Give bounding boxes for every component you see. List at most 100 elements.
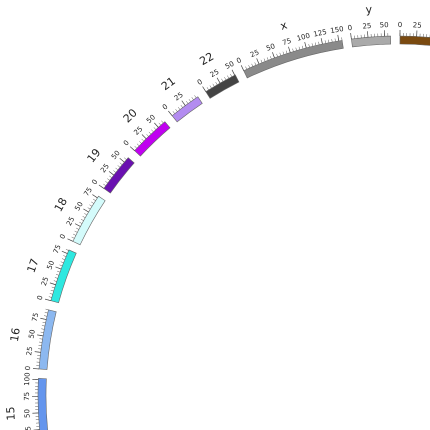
minor-tick [124, 157, 127, 160]
minor-tick [172, 111, 175, 114]
minor-tick [227, 75, 230, 79]
tick [40, 317, 47, 320]
chromosome-band [37, 378, 48, 430]
tick [61, 250, 68, 254]
tick-label: 25 [249, 48, 260, 59]
tick-label: 50 [73, 200, 84, 212]
minor-tick [215, 81, 218, 85]
minor-tick [109, 175, 112, 178]
tick [337, 34, 340, 41]
minor-tick [186, 101, 189, 104]
tick-label: 25 [40, 276, 50, 287]
minor-tick [91, 201, 94, 204]
minor-tick [119, 162, 123, 165]
chromosome-label: 18 [52, 195, 70, 214]
tick-label: 25 [24, 426, 33, 430]
tick-label: 0 [90, 178, 99, 186]
minor-tick [177, 106, 181, 110]
minor-tick [57, 270, 61, 273]
chromosome-label: 20 [121, 106, 140, 125]
tick-label: 25 [132, 125, 144, 137]
minor-tick [74, 230, 78, 233]
tick [154, 122, 159, 128]
chromosome-label: 21 [159, 74, 178, 93]
minor-tick [87, 207, 91, 210]
chromosome-band [38, 309, 57, 370]
minor-tick [63, 255, 67, 257]
minor-tick [89, 204, 93, 207]
minor-tick [53, 280, 57, 282]
minor-tick [65, 249, 69, 251]
minor-tick [43, 315, 47, 317]
minor-tick [324, 40, 326, 44]
chromosome-band [351, 35, 392, 48]
chromosome-label: 15 [4, 406, 18, 421]
minor-tick [153, 127, 157, 130]
chromosome-band [399, 35, 430, 46]
tick [168, 110, 173, 116]
minor-tick [292, 48, 294, 52]
minor-tick [180, 104, 183, 108]
tick [367, 31, 369, 38]
chromosome-band [103, 157, 135, 194]
tick [49, 282, 56, 286]
tick [350, 33, 352, 40]
minor-tick [301, 45, 304, 49]
tick [181, 100, 186, 106]
chromosome-band [171, 96, 203, 123]
minor-tick [107, 178, 110, 181]
tick-label: 75 [82, 186, 94, 198]
tick-label: 25 [25, 346, 34, 356]
tick [119, 158, 125, 163]
minor-tick [194, 95, 197, 99]
minor-tick [71, 236, 75, 239]
chromosome-label: y [365, 3, 373, 16]
tick-label: 0 [347, 24, 352, 33]
tick-label: 50 [28, 329, 37, 339]
tick-label: 125 [313, 28, 328, 39]
tick-label: 100 [23, 372, 32, 386]
minor-tick [41, 328, 45, 330]
minor-tick [45, 308, 49, 311]
tick [202, 86, 207, 92]
tick-label: 0 [196, 78, 204, 87]
tick [216, 77, 221, 84]
minor-tick [146, 134, 149, 137]
tick-label: 100 [296, 32, 311, 43]
minor-tick [141, 138, 144, 142]
minor-tick [49, 293, 53, 295]
minor-tick [42, 321, 46, 324]
minor-tick [285, 50, 288, 54]
minor-tick [311, 43, 313, 47]
tick-label: 25 [413, 21, 422, 29]
minor-tick [139, 141, 142, 144]
tick-label: 25 [209, 68, 221, 79]
minor-tick [254, 62, 257, 66]
tick-label: 0 [58, 233, 67, 240]
minor-tick [175, 109, 178, 112]
tick-label: 75 [23, 392, 31, 401]
minor-tick [263, 58, 266, 62]
tick [256, 58, 260, 65]
minor-tick [188, 99, 191, 102]
minor-tick [55, 274, 59, 276]
tick [92, 194, 98, 199]
tick [304, 42, 307, 48]
chromosome-band [243, 40, 344, 79]
tick [129, 146, 135, 151]
tick [37, 334, 44, 337]
tick [288, 46, 291, 53]
minor-tick [224, 77, 227, 80]
minor-tick [295, 47, 297, 51]
tick [240, 65, 245, 71]
tick [44, 298, 51, 302]
minor-tick [50, 289, 54, 292]
minor-tick [115, 167, 119, 171]
chromosome-label: 16 [8, 327, 23, 343]
minor-tick [279, 52, 281, 56]
tick-label: 50 [145, 113, 157, 125]
minor-tick [41, 325, 45, 327]
tick [98, 184, 105, 189]
minor-tick [230, 73, 232, 77]
